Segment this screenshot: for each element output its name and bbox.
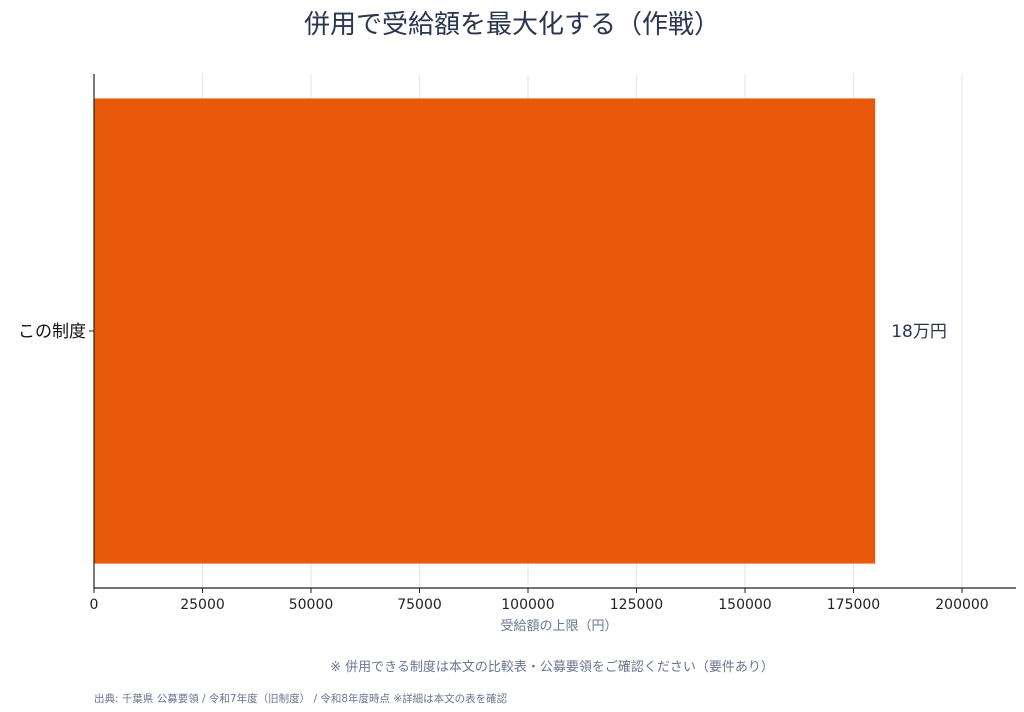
x-tick-label: 200000	[935, 597, 988, 613]
x-tick-label: 175000	[827, 597, 880, 613]
x-tick-label: 125000	[610, 597, 663, 613]
data-label: 18万円	[891, 322, 947, 342]
x-tick-label: 0	[90, 597, 99, 613]
category-labels: この制度	[18, 322, 94, 342]
x-tick-label: 100000	[501, 597, 554, 613]
x-ticks: 0 25000 50000 75000 100000 125000 150000 175000…	[90, 588, 989, 613]
x-tick-label: 150000	[718, 597, 771, 613]
x-tick-label: 25000	[180, 597, 225, 613]
footnote: ※ 併用できる制度は本文の比較表・公募要領をご確認ください（要件あり）	[330, 660, 774, 675]
category-label: この制度	[18, 322, 86, 342]
source-caption: 出典: 千葉県 公募要領 / 令和7年度（旧制度） / 令和8年度時点 ※詳細は…	[94, 693, 508, 705]
chart-title: 併用で受給額を最大化する（作戦）	[303, 10, 720, 40]
data-labels: 18万円	[891, 322, 947, 342]
x-tick-label: 75000	[397, 597, 442, 613]
x-axis-title: 受給額の上限（円）	[500, 619, 617, 634]
x-tick-label: 50000	[289, 597, 334, 613]
bar	[94, 98, 876, 564]
bars	[94, 98, 876, 564]
